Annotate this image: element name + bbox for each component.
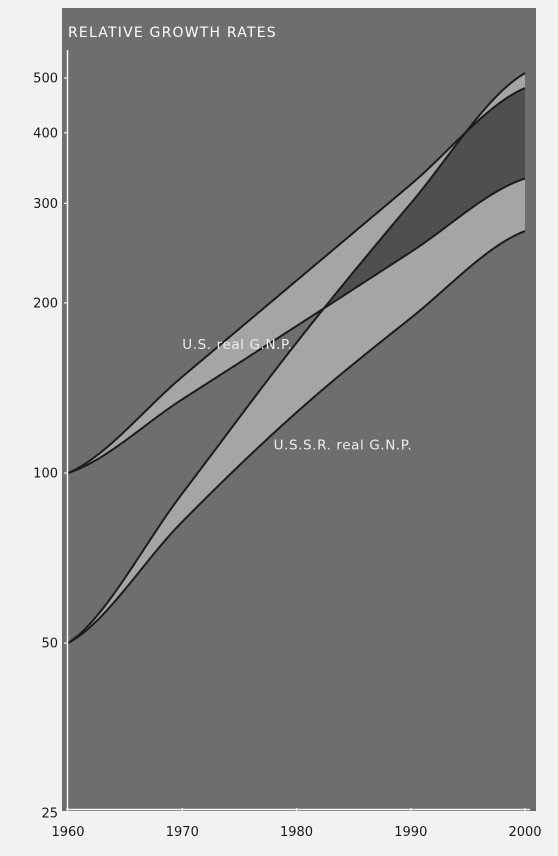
- series-label-us: U.S. real G.N.P.: [182, 337, 292, 353]
- line-us-lower: [67, 177, 526, 474]
- y-tick-label: 50: [41, 637, 58, 652]
- line-ussr-upper: [67, 72, 526, 644]
- x-tick-label: 1980: [280, 825, 313, 840]
- axes: [66, 50, 530, 811]
- plot-area: U.S. real G.N.P. U.S.S.R. real G.N.P.: [67, 72, 526, 644]
- y-tick-label: 400: [33, 126, 58, 141]
- x-ticks: 1960 1970 1980 1990 2000: [51, 808, 542, 840]
- line-us-upper: [67, 87, 526, 474]
- y-tick-label: 25: [41, 807, 58, 822]
- y-ticks: 25 50 100 200 300 400 500: [33, 72, 68, 822]
- labels-layer: U.S. real G.N.P. U.S.S.R. real G.N.P.: [182, 337, 413, 454]
- x-tick-label: 1990: [394, 825, 427, 840]
- y-tick-label: 100: [33, 467, 58, 482]
- x-tick-label: 2000: [508, 825, 541, 840]
- y-tick-label: 500: [33, 72, 58, 87]
- overlap-area: [325, 88, 525, 308]
- y-tick-label: 200: [33, 296, 58, 311]
- series-label-ussr: U.S.S.R. real G.N.P.: [274, 438, 413, 454]
- x-tick-label: 1970: [166, 825, 199, 840]
- y-tick-label: 300: [33, 197, 58, 212]
- line-ussr-lower: [67, 230, 526, 644]
- chart-title: RELATIVE GROWTH RATES: [68, 25, 277, 41]
- lines-layer: [67, 72, 526, 644]
- x-tick-label: 1960: [51, 825, 84, 840]
